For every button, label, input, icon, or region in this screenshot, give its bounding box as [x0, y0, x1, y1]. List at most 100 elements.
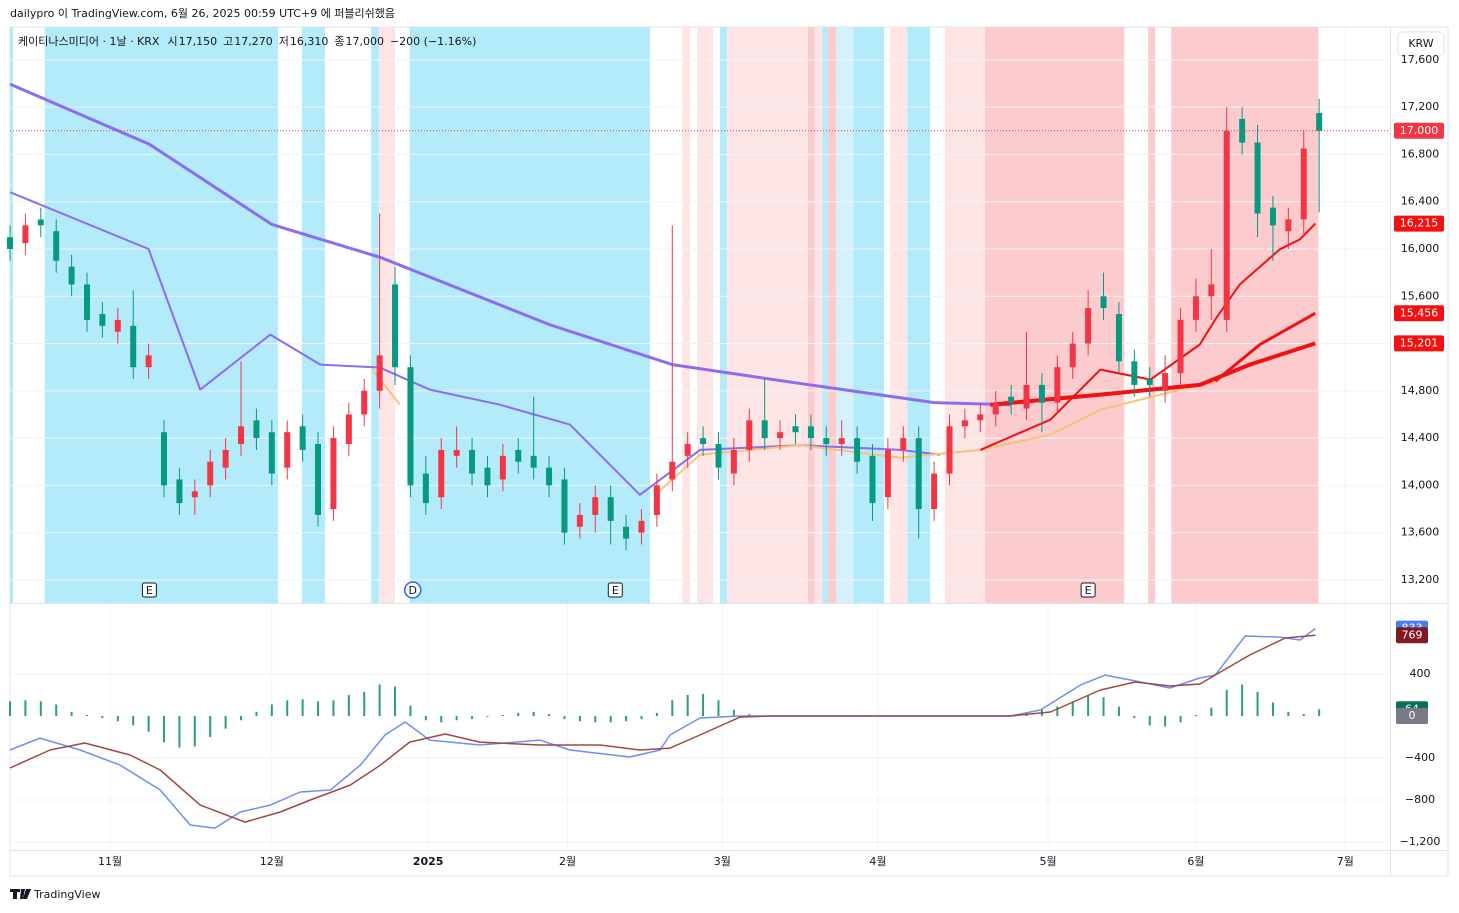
candle-body [1069, 343, 1076, 368]
candle-body [84, 284, 91, 320]
candle-body [299, 426, 306, 450]
price-tag-label: 16,215 [1400, 217, 1439, 230]
histogram-bar [548, 713, 551, 717]
background-band [814, 27, 823, 603]
backgrounds [10, 27, 1390, 850]
histogram-bar [532, 711, 535, 717]
histogram-bar [317, 701, 320, 717]
price-tag-label: 15,456 [1400, 306, 1439, 319]
candle-body [130, 325, 137, 368]
candle-body [7, 237, 13, 249]
candle-body [854, 438, 861, 462]
background-band [827, 27, 837, 603]
candle-body [330, 438, 337, 510]
candle-body [1285, 219, 1292, 232]
indicator-line [1214, 311, 1317, 383]
earnings-marker [607, 582, 623, 598]
histogram-bar [1302, 713, 1305, 717]
histogram-bar [748, 713, 751, 717]
candle-body [469, 449, 476, 474]
histogram-bar [101, 716, 104, 719]
indicator-line [990, 341, 1316, 407]
background-band [944, 27, 985, 603]
earnings-marker [141, 582, 157, 598]
candle-body [715, 444, 722, 468]
indicator-tag-label: 0 [1409, 709, 1416, 722]
candle-body [1146, 379, 1153, 385]
candle-body [900, 438, 907, 450]
marker-label: E [146, 584, 153, 597]
histogram-bar [640, 716, 643, 720]
candle-body [915, 438, 922, 510]
histogram-bar [347, 695, 350, 717]
y-tick-label: 17,600 [1401, 53, 1440, 66]
candle-body [1192, 296, 1199, 320]
dividend-marker [404, 581, 422, 599]
candle-body [961, 420, 968, 427]
histogram-bar [70, 711, 73, 717]
histogram-bar [1241, 684, 1244, 717]
candle-body [345, 414, 352, 445]
legend-text: 16,310 [290, 35, 329, 48]
histogram-bar [255, 711, 258, 717]
histogram-bar [116, 716, 119, 722]
y-tick-label: 14,800 [1401, 384, 1440, 397]
y-tick-label: 17,200 [1401, 100, 1440, 113]
y-tick-label: −800 [1405, 793, 1435, 806]
histogram-bar [147, 716, 150, 732]
price-tag-label: 15,201 [1400, 336, 1439, 349]
legend-text: −200 (−1.16%) [390, 35, 476, 48]
candle-body [376, 355, 383, 391]
legend-text: 시 [167, 35, 177, 48]
candle-body [453, 449, 460, 456]
histogram-bar [1071, 701, 1074, 717]
candle-body [592, 497, 599, 515]
candle-body [407, 367, 414, 486]
legend-text: 종 [334, 35, 344, 48]
histogram-bar [332, 700, 335, 717]
price-tag [1394, 335, 1444, 352]
currency-button[interactable] [1397, 31, 1445, 57]
histogram-bar [671, 700, 674, 717]
candle-body [777, 432, 784, 439]
candle-body [361, 390, 368, 415]
y-tick-label: 16,000 [1401, 242, 1440, 255]
histogram-bar [270, 704, 273, 717]
candle-body [700, 438, 707, 445]
histogram-bar [1179, 716, 1182, 723]
histogram-bar [209, 716, 212, 738]
histogram-bar [702, 693, 705, 717]
background-band [720, 27, 727, 603]
background-band [890, 27, 908, 603]
candle-body [977, 414, 984, 421]
marker-label: E [612, 584, 619, 597]
indicator-line [9, 634, 1316, 823]
candle-body [422, 473, 429, 504]
candle-body [607, 497, 614, 521]
y-tick-label: −400 [1405, 751, 1435, 764]
histogram-bar [286, 700, 289, 717]
x-tick-label: 7월 [1337, 855, 1354, 868]
candle-body [515, 449, 522, 462]
candle-body [946, 426, 953, 474]
histogram-bar [193, 716, 196, 747]
candle-body [1115, 313, 1122, 362]
y-tick-label: 15,600 [1401, 289, 1440, 302]
candle-body [315, 444, 322, 515]
background-band [853, 27, 885, 603]
y-tick-label: 13,600 [1401, 526, 1440, 539]
currency[interactable]: KRW [1408, 37, 1433, 50]
price-tag [1394, 305, 1444, 322]
marker-label: E [1085, 584, 1092, 597]
candle-body [546, 467, 553, 486]
candle-body [1162, 373, 1169, 391]
x-tick-label: 2월 [559, 855, 576, 868]
indicator-line [9, 627, 1316, 829]
histogram-bar [24, 700, 27, 717]
histogram-bar [1164, 716, 1167, 727]
x-tick-label: 11월 [98, 855, 122, 868]
candle-body [746, 420, 753, 450]
candle-body [576, 514, 583, 527]
